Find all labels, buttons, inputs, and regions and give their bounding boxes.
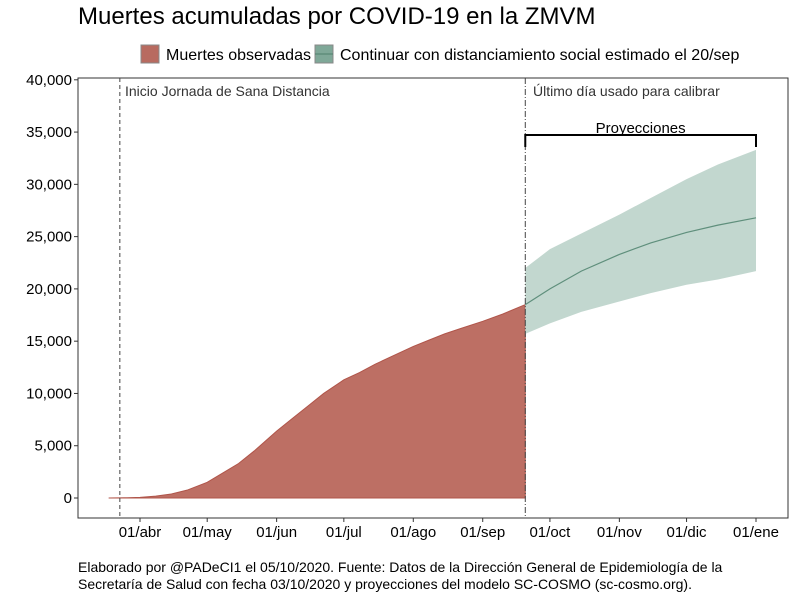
observed-deaths-area <box>108 303 526 499</box>
x-tick-label: 01/sep <box>460 524 505 541</box>
legend-swatch-observed <box>140 44 160 64</box>
legend-label-projection: Continuar con distanciamiento social est… <box>340 47 739 64</box>
y-tick-label: 0 <box>64 490 72 507</box>
x-tick-label: 01/nov <box>597 524 643 541</box>
x-tick-label: 01/ago <box>390 524 436 541</box>
plot-panel <box>77 77 789 519</box>
x-tick-label: 01/jul <box>326 524 362 541</box>
y-tick-label: 25,000 <box>26 229 72 246</box>
chart-title: Muertes acumuladas por COVID-19 en la ZM… <box>78 3 596 30</box>
x-tick-label: 01/oct <box>529 524 571 541</box>
caption-line-1: Elaborado por @PADeCI1 el 05/10/2020. Fu… <box>78 559 723 575</box>
projection-bracket-label: Proyecciones <box>596 120 686 137</box>
caption-line-2: Secretaría de Salud con fecha 03/10/2020… <box>78 576 692 592</box>
x-tick-label: 01/ene <box>733 524 779 541</box>
x-tick-label: 01/dic <box>667 524 708 541</box>
x-tick-label: 01/jun <box>256 524 297 541</box>
y-tick-label: 40,000 <box>26 72 72 89</box>
y-tick-label: 20,000 <box>26 281 72 298</box>
y-tick-label: 30,000 <box>26 176 72 193</box>
y-tick-label: 15,000 <box>26 333 72 350</box>
intervention-label: Inicio Jornada de Sana Distancia <box>125 83 330 99</box>
projection-central-line <box>524 217 757 306</box>
calibration-label: Último día usado para calibrar <box>533 83 720 99</box>
projection-bracket <box>524 134 757 147</box>
y-tick-label: 35,000 <box>26 124 72 141</box>
x-tick-label: 01/may <box>183 524 233 541</box>
y-tick-label: 5,000 <box>34 438 72 455</box>
projection-band <box>525 149 756 334</box>
y-tick-label: 10,000 <box>26 385 72 402</box>
legend-label-observed: Muertes observadas <box>166 47 311 64</box>
x-tick-label: 01/abr <box>119 524 162 541</box>
